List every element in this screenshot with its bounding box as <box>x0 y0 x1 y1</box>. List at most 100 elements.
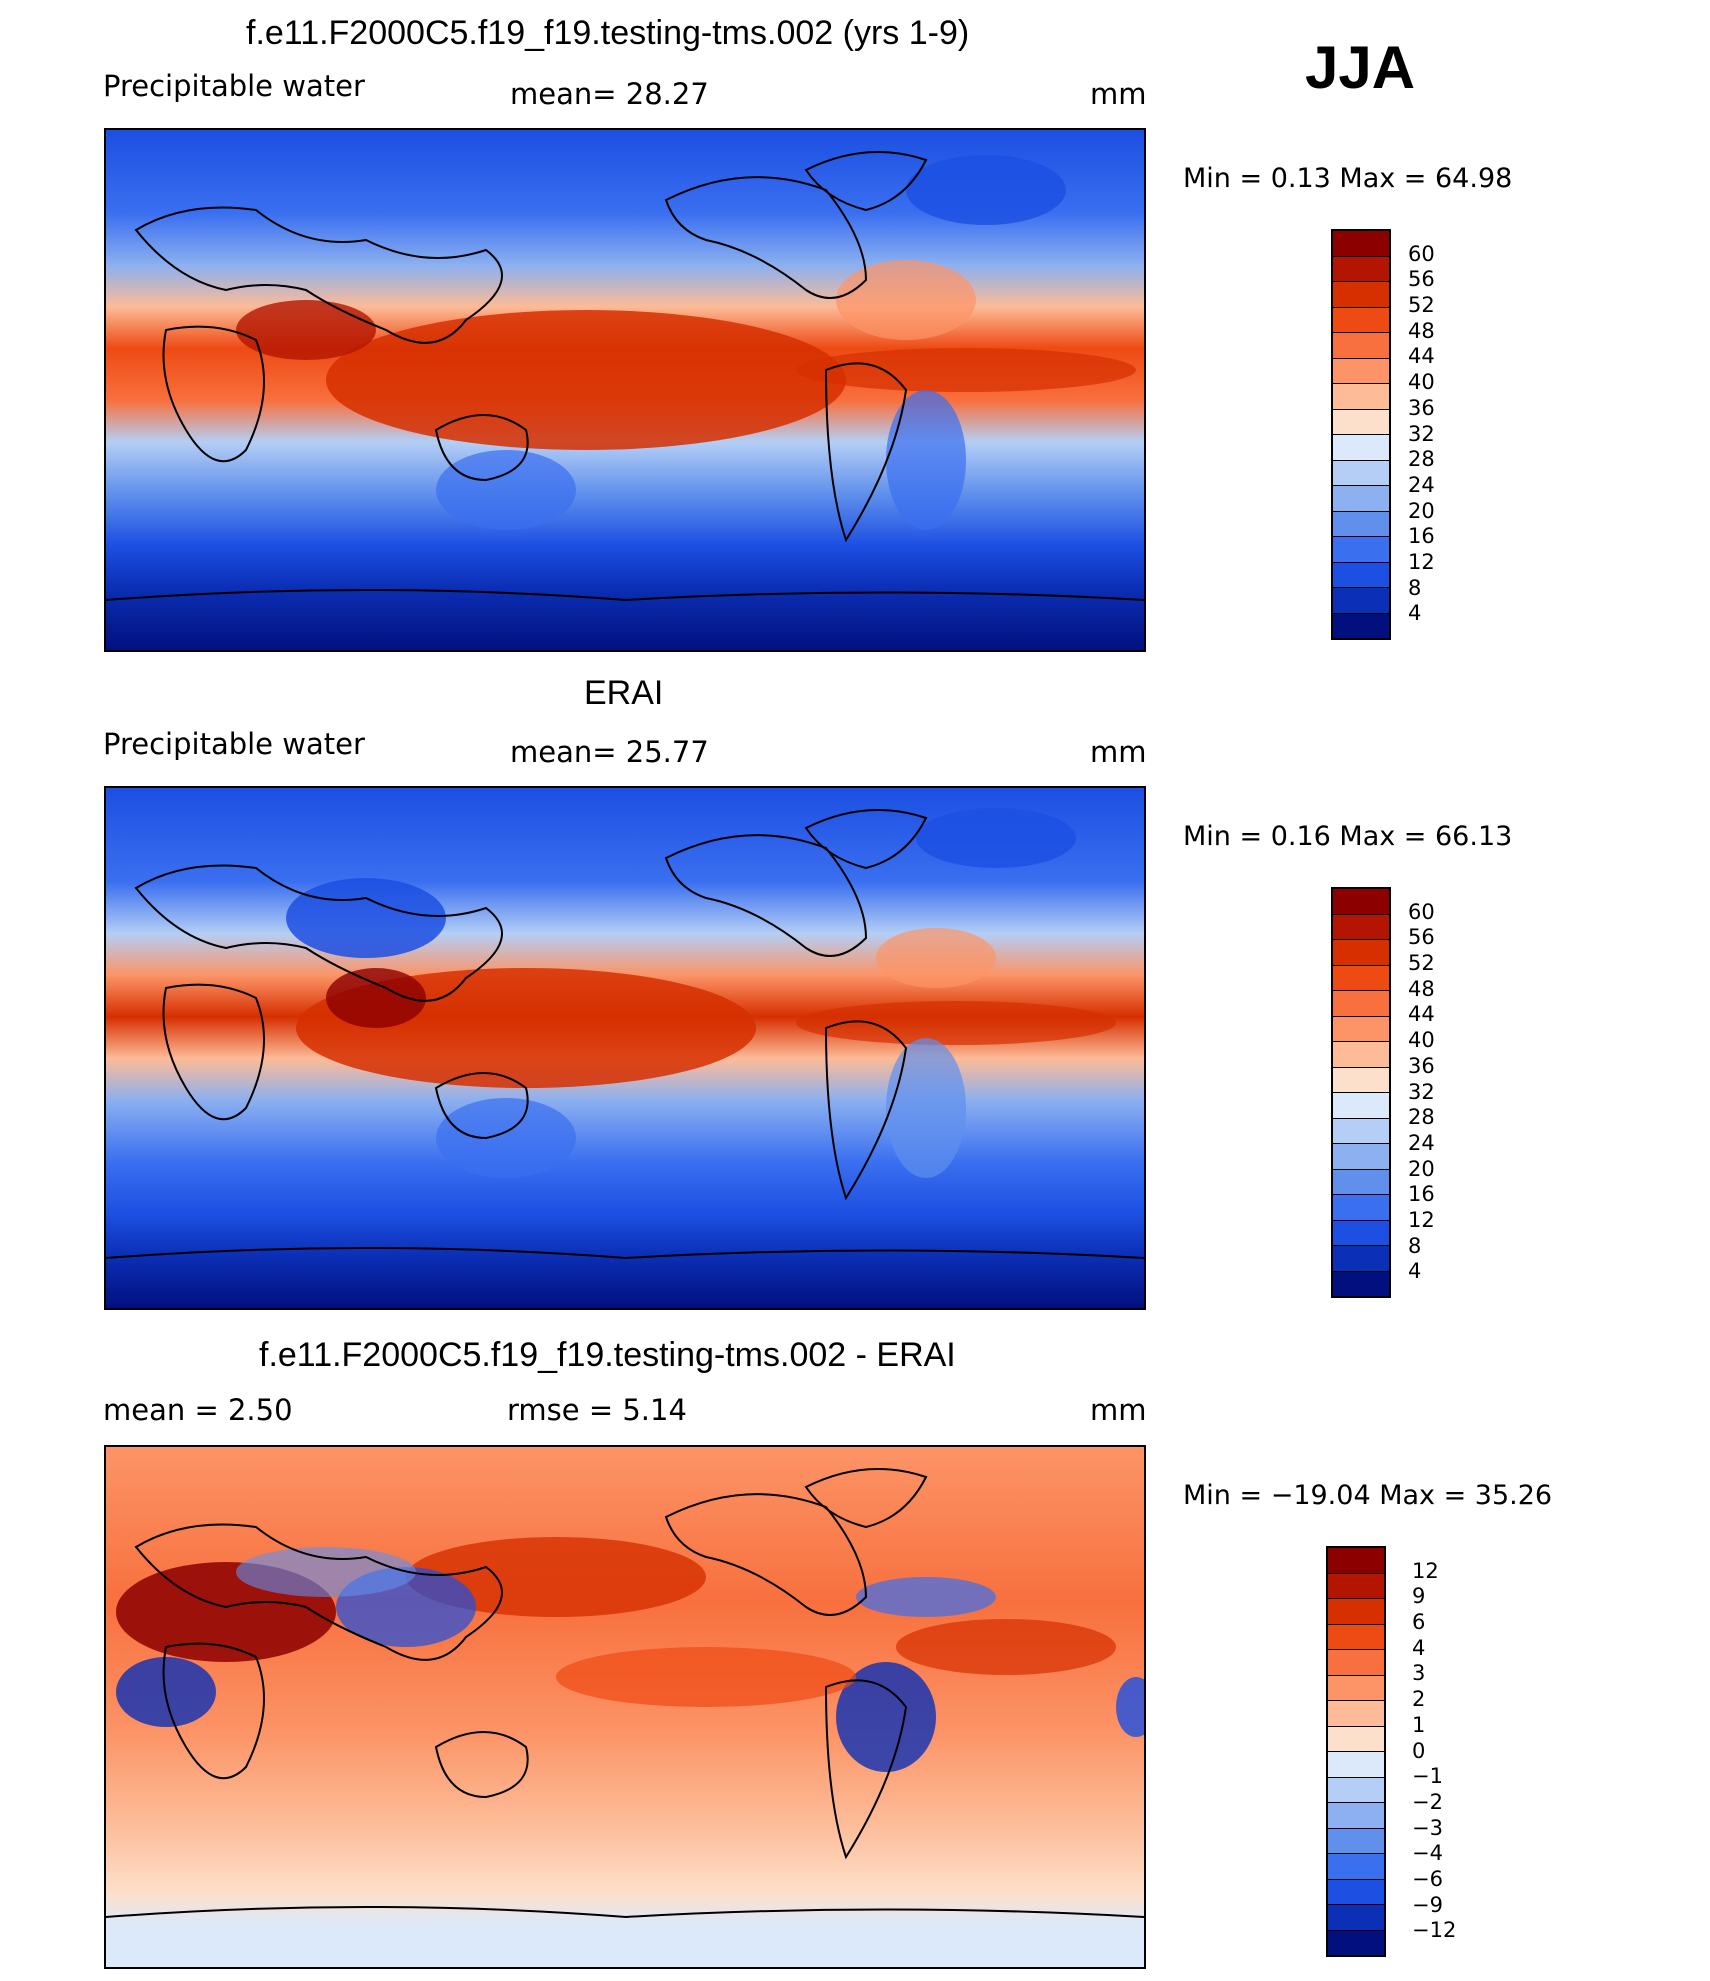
mean-label-model: mean= 28.27 <box>510 77 709 111</box>
colorbar-tick-label: −4 <box>1412 1841 1443 1866</box>
colorbar-tick-label: 44 <box>1408 344 1435 369</box>
colorbar-swatch <box>1328 1573 1384 1599</box>
colorbar-swatch <box>1328 1726 1384 1752</box>
colorbar-tick-label: 0 <box>1412 1738 1426 1763</box>
colorbar-tick-label: −1 <box>1412 1764 1443 1789</box>
colorbar-tick-label: 44 <box>1408 1002 1435 1027</box>
variable-label-model: Precipitable water <box>103 69 365 103</box>
colorbar-swatch <box>1333 588 1389 614</box>
colorbar-swatch <box>1328 1828 1384 1854</box>
colorbar-swatch <box>1328 1701 1384 1727</box>
colorbar-swatch <box>1333 358 1389 384</box>
colorbar-swatch <box>1328 1752 1384 1778</box>
colorbar-tick-label: −2 <box>1412 1789 1443 1814</box>
colorbar-swatch <box>1333 965 1389 991</box>
colorbar-swatch <box>1333 613 1389 638</box>
colorbar-swatch <box>1333 511 1389 537</box>
colorbar-tick-label: 12 <box>1412 1558 1439 1583</box>
colorbar-tick-label: 1 <box>1412 1712 1426 1737</box>
colorbar-swatch <box>1333 562 1389 588</box>
colorbar-swatch <box>1333 333 1389 359</box>
colorbar-tick-label: 48 <box>1408 318 1435 343</box>
colorbar-swatch <box>1333 889 1389 915</box>
colorbar-swatch <box>1333 435 1389 461</box>
map-diff-svg <box>106 1447 1144 1967</box>
colorbar-swatch <box>1333 1144 1389 1170</box>
colorbar-tick-label: −3 <box>1412 1815 1443 1840</box>
colorbar-tick-label: 52 <box>1408 293 1435 318</box>
colorbar-swatch <box>1333 914 1389 940</box>
colorbar-swatch <box>1328 1650 1384 1676</box>
colorbar-swatch <box>1328 1879 1384 1905</box>
colorbar-tick-label: 20 <box>1408 1156 1435 1181</box>
colorbar-swatch <box>1333 537 1389 563</box>
colorbar-tick-label: 36 <box>1408 1053 1435 1078</box>
colorbar-tick-label: 6 <box>1412 1610 1426 1635</box>
colorbar-tick-label: 16 <box>1408 1182 1435 1207</box>
colorbar-swatch <box>1328 1675 1384 1701</box>
colorbar-tick-label: 4 <box>1408 601 1422 626</box>
colorbar-swatch <box>1333 1195 1389 1221</box>
variable-label-obs: Precipitable water <box>103 727 365 761</box>
colorbar-tick-label: 9 <box>1412 1584 1426 1609</box>
units-label-obs: mm <box>1090 735 1147 769</box>
colorbar-tick-label: −12 <box>1412 1918 1457 1943</box>
colorbar-swatch <box>1333 486 1389 512</box>
colorbar-tick-label: 20 <box>1408 498 1435 523</box>
colorbar-tick-label: 16 <box>1408 524 1435 549</box>
colorbar-swatch <box>1333 307 1389 333</box>
colorbar-tick-label: 8 <box>1408 575 1422 600</box>
mean-label-obs: mean= 25.77 <box>510 735 709 769</box>
minmax-model: Min = 0.13 Max = 64.98 <box>1183 163 1513 194</box>
colorbar-diff <box>1326 1546 1386 1957</box>
colorbar-tick-label: 28 <box>1408 1105 1435 1130</box>
colorbar-swatch <box>1328 1777 1384 1803</box>
colorbar-swatch <box>1333 1220 1389 1246</box>
colorbar-tick-label: 8 <box>1408 1233 1422 1258</box>
colorbar-tick-label: 60 <box>1408 899 1435 924</box>
colorbar-tick-label: 32 <box>1408 1079 1435 1104</box>
colorbar-swatch <box>1328 1854 1384 1880</box>
colorbar-swatch <box>1333 1118 1389 1144</box>
colorbar-tick-label: 12 <box>1408 1207 1435 1232</box>
mean-label-diff: mean = 2.50 <box>103 1393 293 1427</box>
rmse-label-diff: rmse = 5.14 <box>507 1393 687 1427</box>
colorbar-swatch <box>1333 1271 1389 1296</box>
colorbar-swatch <box>1333 409 1389 435</box>
colorbar-swatch <box>1328 1548 1384 1574</box>
panel-title-model: f.e11.F2000C5.f19_f19.testing-tms.002 (y… <box>246 14 970 52</box>
units-label-diff: mm <box>1090 1393 1147 1427</box>
map-obs-svg <box>106 788 1144 1308</box>
colorbar-model <box>1331 229 1391 640</box>
colorbar-swatch <box>1333 1093 1389 1119</box>
colorbar-tick-label: 36 <box>1408 395 1435 420</box>
colorbar-swatch <box>1328 1930 1384 1955</box>
colorbar-swatch <box>1333 1067 1389 1093</box>
colorbar-swatch <box>1328 1905 1384 1931</box>
colorbar-tick-label: 4 <box>1408 1259 1422 1284</box>
colorbar-swatch <box>1333 231 1389 257</box>
colorbar-swatch <box>1333 282 1389 308</box>
colorbar-swatch <box>1333 1246 1389 1272</box>
colorbar-swatch <box>1333 256 1389 282</box>
colorbar-swatch <box>1328 1803 1384 1829</box>
panel-title-obs: ERAI <box>584 674 664 712</box>
colorbar-tick-label: −9 <box>1412 1892 1443 1917</box>
colorbar-tick-label: 40 <box>1408 370 1435 395</box>
panel-title-diff: f.e11.F2000C5.f19_f19.testing-tms.002 - … <box>259 1336 956 1374</box>
colorbar-tick-label: 24 <box>1408 472 1435 497</box>
colorbar-swatch <box>1333 1042 1389 1068</box>
colorbar-tick-label: −6 <box>1412 1866 1443 1891</box>
colorbar-tick-label: 40 <box>1408 1028 1435 1053</box>
map-obs <box>104 786 1146 1310</box>
units-label-model: mm <box>1090 77 1147 111</box>
colorbar-tick-label: 2 <box>1412 1687 1426 1712</box>
colorbar-tick-label: 60 <box>1408 241 1435 266</box>
colorbar-tick-label: 52 <box>1408 951 1435 976</box>
colorbar-swatch <box>1333 460 1389 486</box>
map-diff <box>104 1445 1146 1969</box>
colorbar-tick-label: 56 <box>1408 267 1435 292</box>
colorbar-tick-label: 3 <box>1412 1661 1426 1686</box>
colorbar-tick-label: 4 <box>1412 1635 1426 1660</box>
map-model <box>104 128 1146 652</box>
